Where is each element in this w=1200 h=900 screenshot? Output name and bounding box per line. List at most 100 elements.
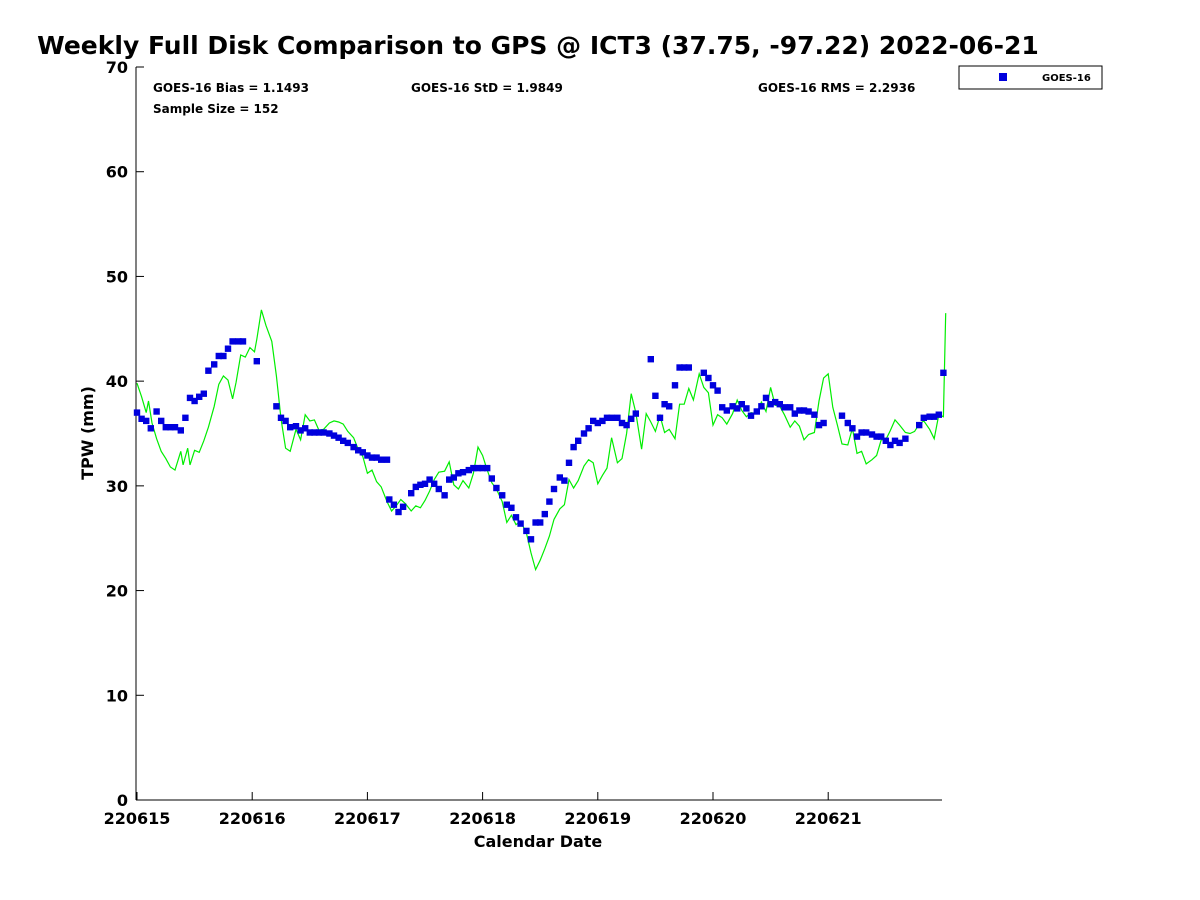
goes16-data-point (417, 481, 424, 488)
goes16-data-point (373, 454, 380, 461)
goes16-data-point (838, 412, 846, 419)
goes16-data-point (729, 403, 736, 410)
goes16-data-point (493, 484, 500, 492)
goes16-data-point (211, 361, 218, 368)
goes16-data-point (282, 417, 289, 425)
y-tick-label: 0 (117, 791, 128, 810)
goes16-data-point (853, 433, 861, 440)
stat-rms: GOES-16 RMS = 2.2936 (758, 81, 915, 95)
goes16-data-point (499, 492, 506, 499)
goes16-data-point (335, 434, 342, 441)
y-tick-label: 30 (106, 477, 128, 496)
goes16-data-point (685, 364, 692, 371)
y-tick-label: 10 (106, 686, 128, 705)
goes16-data-point (205, 367, 212, 374)
goes16-data-point (758, 403, 765, 410)
y-tick-label: 20 (106, 582, 128, 601)
y-tick-label: 60 (106, 163, 128, 182)
goes16-data-point (311, 429, 318, 436)
goes16-data-point (459, 469, 467, 476)
goes16-data-point (426, 476, 433, 483)
goes16-data-point (523, 527, 530, 535)
goes16-data-point (666, 403, 673, 410)
chart-title: Weekly Full Disk Comparison to GPS @ ICT… (37, 31, 1039, 60)
goes16-data-point (618, 419, 626, 427)
goes16-data-point (603, 414, 611, 421)
goes16-data-point (772, 398, 779, 406)
goes16-data-point (292, 423, 300, 430)
goes16-data-point (273, 403, 280, 410)
goes16-data-point (805, 408, 812, 415)
goes16-data-point (681, 364, 688, 371)
goes16-data-point (815, 421, 823, 429)
goes16-data-point (776, 401, 783, 408)
goes16-data-point (158, 417, 165, 425)
goes16-data-point (133, 409, 141, 416)
goes16-data-point (340, 437, 347, 444)
goes16-data-point (791, 410, 798, 417)
goes16-data-point (570, 443, 577, 451)
goes16-data-point (700, 369, 707, 376)
goes16-data-point (138, 415, 145, 422)
goes16-data-point (344, 439, 351, 447)
goes16-data-point (743, 405, 750, 412)
goes16-data-point (556, 474, 563, 481)
goes16-data-point (671, 382, 679, 389)
goes16-data-point (350, 443, 357, 451)
goes16-data-point (297, 427, 304, 434)
goes16-data-point (628, 415, 635, 422)
goes16-data-point (705, 374, 712, 382)
goes16-data-point (421, 480, 429, 487)
stat-bias: GOES-16 Bias = 1.1493 (153, 81, 309, 95)
goes16-data-point (508, 504, 515, 511)
goes16-data-point (368, 454, 376, 461)
goes16-data-point (896, 439, 903, 447)
goes16-data-point (738, 401, 745, 408)
goes16-data-point (200, 390, 207, 397)
y-tick-label: 50 (106, 267, 128, 286)
goes16-data-point (162, 424, 169, 431)
goes16-data-point (446, 476, 453, 483)
goes16-data-point (585, 425, 592, 432)
y-tick-label: 70 (106, 58, 128, 77)
goes16-data-point (747, 412, 755, 419)
goes16-data-point (532, 519, 539, 526)
goes16-data-point (594, 419, 601, 427)
goes16-data-point (488, 475, 495, 482)
x-tick-label: 220617 (334, 809, 401, 828)
goes16-data-point (714, 387, 721, 394)
goes16-data-point (940, 369, 947, 376)
goes16-data-point (902, 435, 909, 442)
goes16-data-point (550, 485, 558, 493)
goes16-data-point (882, 437, 889, 444)
goes16-series-marker-layer (133, 338, 947, 543)
stat-sample-size: Sample Size = 152 (153, 102, 279, 116)
goes16-data-point (561, 477, 568, 484)
goes16-data-point (863, 429, 870, 436)
goes16-data-point (153, 408, 160, 415)
y-axis-label: TPW (mm) (78, 386, 97, 480)
goes16-data-point (220, 352, 227, 360)
goes16-data-point (177, 427, 184, 434)
goes16-data-point (781, 404, 788, 411)
goes16-data-point (868, 431, 876, 438)
goes16-data-point (320, 429, 327, 436)
goes16-data-point (277, 414, 285, 421)
goes16-data-point (787, 404, 794, 411)
goes16-data-point (916, 421, 923, 429)
goes16-data-point (887, 441, 894, 449)
gps-series-line (136, 309, 947, 572)
goes16-data-point (229, 338, 236, 345)
goes16-data-point (676, 364, 683, 371)
goes16-data-point (364, 452, 371, 459)
goes16-data-point (767, 401, 774, 408)
goes16-data-point (623, 421, 630, 429)
goes16-data-point (878, 433, 885, 440)
goes16-data-point (235, 338, 242, 345)
goes16-data-point (753, 408, 760, 415)
x-axis-label: Calendar Date (474, 832, 603, 851)
goes16-data-point (253, 358, 260, 365)
legend-marker-goes16 (999, 73, 1007, 81)
goes16-data-point (503, 501, 510, 508)
